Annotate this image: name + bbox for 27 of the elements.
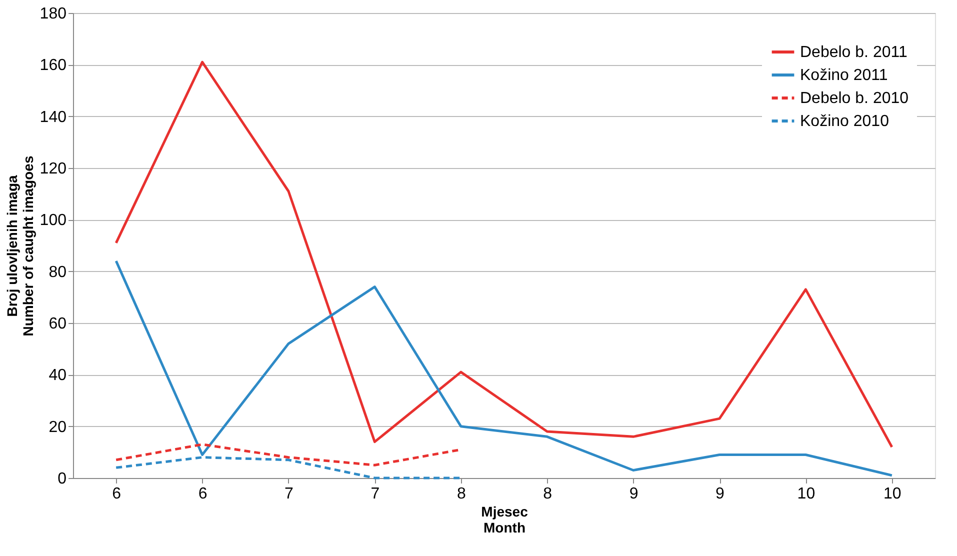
legend-label: Kožino 2010 — [800, 113, 890, 130]
y-tick-label: 140 — [40, 108, 67, 126]
x-tick-label: 8 — [543, 486, 552, 502]
legend-label: Debelo b. 2011 — [800, 44, 908, 61]
y-tick-label: 60 — [48, 316, 67, 332]
y-tick-label: 100 — [40, 212, 67, 230]
y-tick-label: 160 — [40, 57, 67, 74]
legend-label: Debelo b. 2010 — [800, 90, 909, 107]
x-tick-label: 7 — [370, 486, 380, 502]
y-tick-label: 20 — [48, 418, 67, 436]
x-tick-label: 10 — [797, 486, 816, 502]
x-tick-label: 7 — [284, 486, 294, 502]
legend-label: Kožino 2011 — [800, 67, 888, 84]
x-tick-label: 9 — [629, 486, 638, 502]
y-tick-label: 180 — [40, 6, 67, 22]
y-tick-label: 80 — [48, 264, 67, 281]
x-tick-label: 9 — [716, 486, 725, 502]
y-tick-label: 40 — [48, 367, 67, 384]
x-tick-label: 10 — [884, 486, 902, 502]
x-axis-title: Mjesec Month — [481, 504, 528, 536]
x-tick-label: 6 — [198, 486, 208, 502]
y-axis-title: Broj ulovljenih imaga Number of caught imagoes — [4, 156, 36, 336]
x-tick-label: 6 — [112, 486, 122, 502]
y-tick-label: 0 — [58, 470, 67, 488]
y-tick-label: 120 — [40, 160, 67, 178]
x-tick-label: 8 — [456, 486, 466, 502]
line-series — [114, 260, 894, 477]
